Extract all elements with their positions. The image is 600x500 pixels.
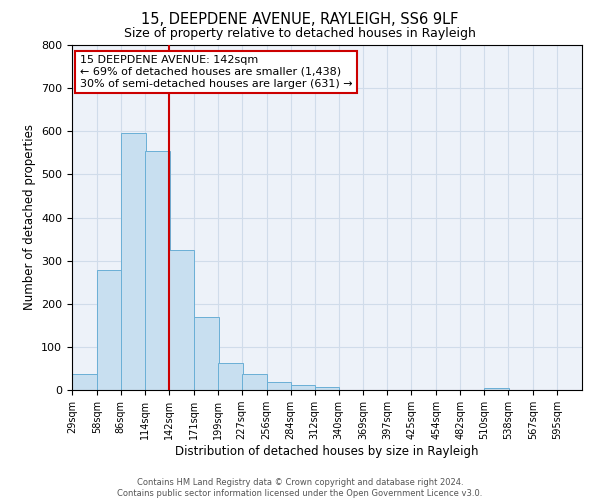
Bar (97, 270, 122, 390)
Bar (242, 374, 266, 390)
Bar (218, 364, 242, 390)
Text: 15, DEEPDENE AVENUE, RAYLEIGH, SS6 9LF: 15, DEEPDENE AVENUE, RAYLEIGH, SS6 9LF (142, 12, 458, 28)
Text: 15 DEEPDENE AVENUE: 142sqm
← 69% of detached houses are smaller (1,438)
30% of s: 15 DEEPDENE AVENUE: 142sqm ← 69% of deta… (80, 56, 352, 88)
Bar (484, 388, 509, 390)
Y-axis label: Number of detached properties: Number of detached properties (23, 124, 35, 310)
Bar (169, 250, 194, 390)
Bar (145, 151, 170, 390)
Bar (72, 374, 97, 390)
X-axis label: Distribution of detached houses by size in Rayleigh: Distribution of detached houses by size … (175, 445, 479, 458)
Text: Contains HM Land Registry data © Crown copyright and database right 2024.
Contai: Contains HM Land Registry data © Crown c… (118, 478, 482, 498)
Text: Size of property relative to detached houses in Rayleigh: Size of property relative to detached ho… (124, 28, 476, 40)
Bar (290, 385, 316, 390)
Bar (314, 386, 340, 390)
Bar (266, 382, 292, 390)
Bar (194, 316, 218, 390)
Bar (121, 133, 146, 390)
